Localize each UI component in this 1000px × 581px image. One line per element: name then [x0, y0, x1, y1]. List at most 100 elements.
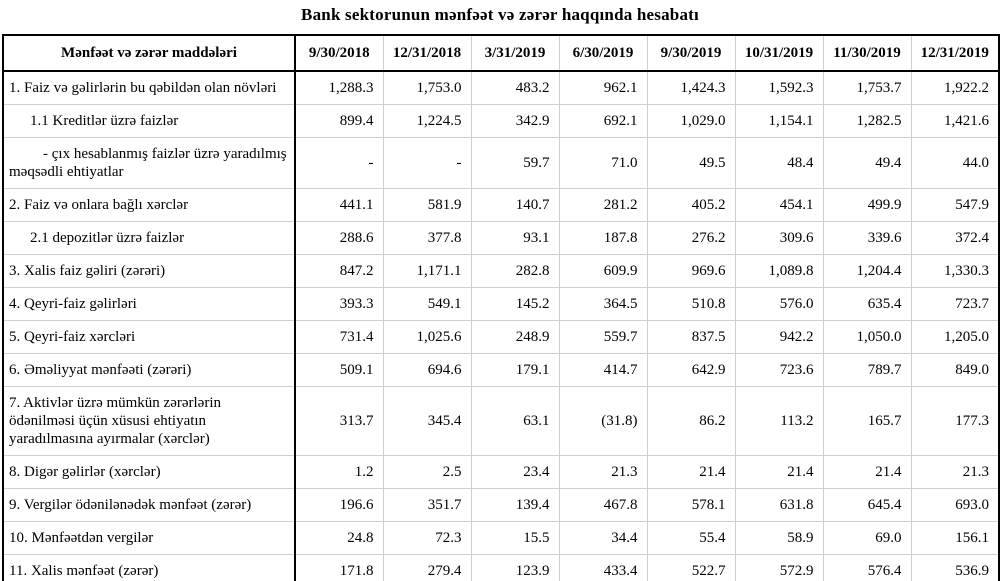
cell-value: 1,922.2 [910, 70, 1000, 105]
cell-value: 59.7 [470, 137, 560, 189]
cell-value: 165.7 [822, 386, 912, 456]
cell-value: 23.4 [470, 455, 560, 489]
table-row: 6. Əməliyyat mənfəəti (zərəri) 509.1 694.6… [2, 353, 1000, 387]
cell-value: 693.0 [910, 488, 1000, 522]
cell-value: 1,029.0 [646, 104, 736, 138]
row-label: 4. Qeyri-faiz gəlirləri [2, 287, 296, 321]
cell-value: 837.5 [646, 320, 736, 354]
table-row: 8. Digər gəlirlər (xərclər) 1.2 2.5 23.4 21.… [2, 455, 1000, 489]
header-date-column: 10/31/2019 [734, 34, 824, 72]
cell-value: 1,205.0 [910, 320, 1000, 354]
cell-value: 849.0 [910, 353, 1000, 387]
cell-value: 21.3 [558, 455, 648, 489]
cell-value: 86.2 [646, 386, 736, 456]
cell-value: 692.1 [558, 104, 648, 138]
cell-value: 509.1 [294, 353, 384, 387]
cell-value: 1.2 [294, 455, 384, 489]
cell-value: 1,089.8 [734, 254, 824, 288]
row-label: 2. Faiz və onlara bağlı xərclər [2, 188, 296, 222]
cell-value: 576.0 [734, 287, 824, 321]
cell-value: 145.2 [470, 287, 560, 321]
cell-value: 522.7 [646, 554, 736, 581]
cell-value: 1,288.3 [294, 70, 384, 105]
header-date-column: 11/30/2019 [822, 34, 912, 72]
cell-value: 405.2 [646, 188, 736, 222]
cell-value: 49.5 [646, 137, 736, 189]
cell-value: 1,421.6 [910, 104, 1000, 138]
cell-value: 288.6 [294, 221, 384, 255]
cell-value: 1,592.3 [734, 70, 824, 105]
header-date-column: 3/31/2019 [470, 34, 560, 72]
cell-value: 351.7 [382, 488, 472, 522]
cell-value: (31.8) [558, 386, 648, 456]
table-row: 5. Qeyri-faiz xərcləri 731.4 1,025.6 248.9 5… [2, 320, 1000, 354]
cell-value: 21.3 [910, 455, 1000, 489]
cell-value: 899.4 [294, 104, 384, 138]
row-label: 1.1 Kreditlər üzrə faizlər [2, 104, 296, 138]
table-row: 7. Aktivlər üzrə mümkün zərərlərin ödəni… [2, 386, 1000, 456]
cell-value: 2.5 [382, 455, 472, 489]
cell-value: 377.8 [382, 221, 472, 255]
table-row: 2. Faiz və onlara bağlı xərclər 441.1 581.… [2, 188, 1000, 222]
cell-value: 364.5 [558, 287, 648, 321]
cell-value: 63.1 [470, 386, 560, 456]
cell-value: 731.4 [294, 320, 384, 354]
cell-value: 1,204.4 [822, 254, 912, 288]
cell-value: - [382, 137, 472, 189]
row-label: 3. Xalis faiz gəliri (zərəri) [2, 254, 296, 288]
cell-value: 559.7 [558, 320, 648, 354]
cell-value: 962.1 [558, 70, 648, 105]
cell-value: 69.0 [822, 521, 912, 555]
cell-value: 635.4 [822, 287, 912, 321]
table-row: 10. Mənfəətdən vergilər 24.8 72.3 15.5 34.4 5… [2, 521, 1000, 555]
cell-value: 1,025.6 [382, 320, 472, 354]
row-label: 8. Digər gəlirlər (xərclər) [2, 455, 296, 489]
cell-value: 55.4 [646, 521, 736, 555]
pnl-table: Mənfəət və zərər maddələri 9/30/2018 12/31… [2, 34, 1000, 581]
cell-value: 21.4 [646, 455, 736, 489]
table-header: Mənfəət və zərər maddələri 9/30/2018 12/31… [2, 34, 1000, 72]
cell-value: 549.1 [382, 287, 472, 321]
cell-value: 1,753.0 [382, 70, 472, 105]
cell-value: 942.2 [734, 320, 824, 354]
cell-value: 196.6 [294, 488, 384, 522]
cell-value: - [294, 137, 384, 189]
cell-value: 510.8 [646, 287, 736, 321]
cell-value: 467.8 [558, 488, 648, 522]
cell-value: 342.9 [470, 104, 560, 138]
row-label: 5. Qeyri-faiz xərcləri [2, 320, 296, 354]
cell-value: 483.2 [470, 70, 560, 105]
cell-value: 576.4 [822, 554, 912, 581]
row-label: 7. Aktivlər üzrə mümkün zərərlərin ödəni… [2, 386, 296, 456]
cell-value: 581.9 [382, 188, 472, 222]
cell-value: 372.4 [910, 221, 1000, 255]
table-row: 1.1 Kreditlər üzrə faizlər 899.4 1,224.5 34… [2, 104, 1000, 138]
cell-value: 279.4 [382, 554, 472, 581]
table-row: 2.1 depozitlər üzrə faizlər 288.6 377.8 93.… [2, 221, 1000, 255]
header-date-column: 9/30/2019 [646, 34, 736, 72]
cell-value: 72.3 [382, 521, 472, 555]
header-row: Mənfəət və zərər maddələri 9/30/2018 12/31… [2, 34, 1000, 72]
row-label: 1. Faiz və gəlirlərin bu qəbildən olan n… [2, 70, 296, 105]
cell-value: 578.1 [646, 488, 736, 522]
table-row: 11. Xalis mənfəət (zərər) 171.8 279.4 123.9… [2, 554, 1000, 581]
cell-value: 345.4 [382, 386, 472, 456]
cell-value: 969.6 [646, 254, 736, 288]
cell-value: 1,282.5 [822, 104, 912, 138]
cell-value: 123.9 [470, 554, 560, 581]
header-date-column: 6/30/2019 [558, 34, 648, 72]
cell-value: 645.4 [822, 488, 912, 522]
cell-value: 49.4 [822, 137, 912, 189]
table-row: 4. Qeyri-faiz gəlirləri 393.3 549.1 145.2 36… [2, 287, 1000, 321]
cell-value: 21.4 [822, 455, 912, 489]
table-row: - çıx hesablanmış faizlər üzrə yaradılmı… [2, 137, 1000, 189]
cell-value: 24.8 [294, 521, 384, 555]
cell-value: 339.6 [822, 221, 912, 255]
cell-value: 248.9 [470, 320, 560, 354]
cell-value: 282.8 [470, 254, 560, 288]
row-label: 11. Xalis mənfəət (zərər) [2, 554, 296, 581]
row-label: 6. Əməliyyat mənfəəti (zərəri) [2, 353, 296, 387]
cell-value: 309.6 [734, 221, 824, 255]
cell-value: 1,424.3 [646, 70, 736, 105]
